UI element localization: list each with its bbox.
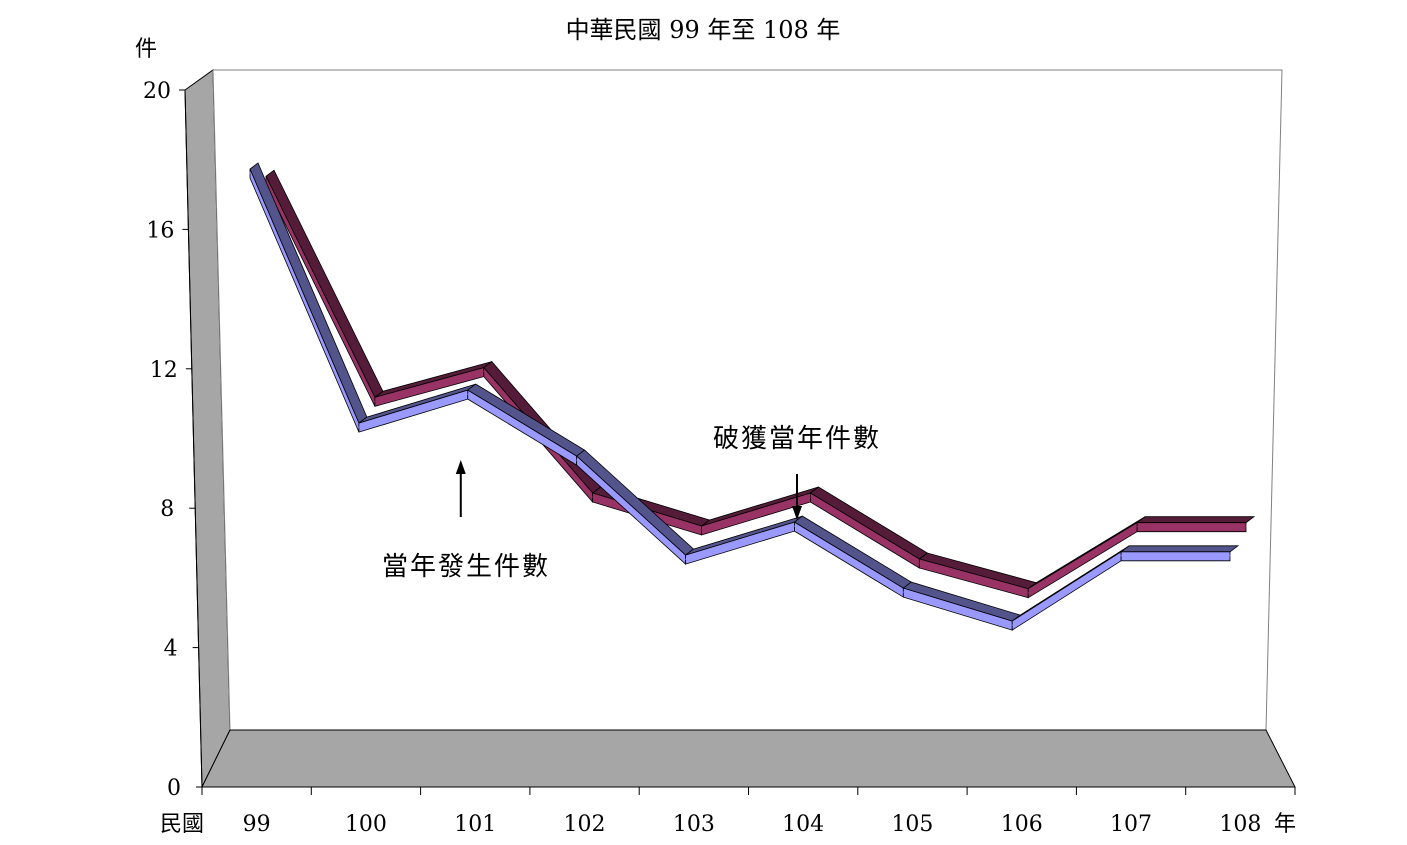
series-0-point-108 (1229, 555, 1231, 557)
series-0-segment-top (1119, 545, 1240, 553)
series-0-point-107 (1120, 555, 1122, 557)
series-0-point-106 (1011, 624, 1013, 626)
series-1-point-108 (1245, 526, 1247, 528)
series-1-point-105 (918, 562, 920, 564)
x-tick-label-101: 101 (454, 812, 496, 837)
y-tick-label-12: 12 (150, 358, 178, 383)
y-axis: 0 4 8 12 16 20 (143, 79, 202, 801)
series-1-point-102 (592, 496, 594, 498)
series-1-point-101 (483, 371, 485, 373)
x-axis-suffix: 年 (1274, 812, 1296, 837)
y-axis-unit: 件 (135, 37, 157, 62)
annotation-occurred: 當年發生件數 (382, 552, 550, 582)
x-tick-label-100: 100 (345, 812, 387, 837)
series-1-point-104 (809, 496, 811, 498)
series-1-segment-top (1135, 516, 1256, 524)
series-1-point-106 (1027, 592, 1029, 594)
series-1-segment (1136, 522, 1247, 533)
x-tick-label-108: 108 (1219, 812, 1261, 837)
x-tick-label-107: 107 (1110, 812, 1152, 837)
series-0-point-104 (793, 525, 795, 527)
series-0-point-101 (467, 393, 469, 395)
series-0 (249, 162, 1240, 631)
arrow-down-icon (792, 506, 802, 520)
series-0-segment (1120, 551, 1231, 562)
x-tick-label-102: 102 (564, 812, 606, 837)
series-layer (249, 162, 1256, 631)
arrow-up-icon (455, 460, 466, 474)
series-0-point-100 (358, 426, 360, 428)
x-tick-label-105: 105 (891, 812, 933, 837)
series-1-point-103 (701, 529, 703, 531)
x-tick-label-99: 99 (243, 812, 271, 837)
x-tick-label-103: 103 (673, 812, 715, 837)
series-0-point-103 (685, 558, 687, 560)
series-1-point-100 (374, 400, 376, 402)
x-tick-label-104: 104 (782, 812, 824, 837)
annotation-layer: 當年發生件數 破獲當年件數 (382, 424, 881, 582)
y-tick-label-16: 16 (146, 218, 174, 243)
y-tick-label-0: 0 (167, 776, 181, 801)
y-tick-label-8: 8 (160, 497, 174, 522)
chart-title: 中華民國 99 年至 108 年 (566, 16, 841, 44)
y-tick-label-20: 20 (143, 79, 171, 104)
series-0-point-105 (902, 591, 904, 593)
x-tick-label-106: 106 (1001, 812, 1043, 837)
series-0-point-99 (249, 172, 251, 174)
annotation-solved: 破獲當年件數 (713, 424, 881, 454)
floor (201, 729, 1296, 788)
x-axis-prefix: 民國 (160, 812, 204, 837)
series-0-point-102 (576, 459, 578, 461)
x-axis: 99 100 101 102 103 104 105 106 107 108 (201, 787, 1296, 837)
series-1-point-107 (1136, 526, 1138, 528)
y-axis-line (184, 89, 203, 788)
y-tick-label-4: 4 (164, 637, 178, 662)
